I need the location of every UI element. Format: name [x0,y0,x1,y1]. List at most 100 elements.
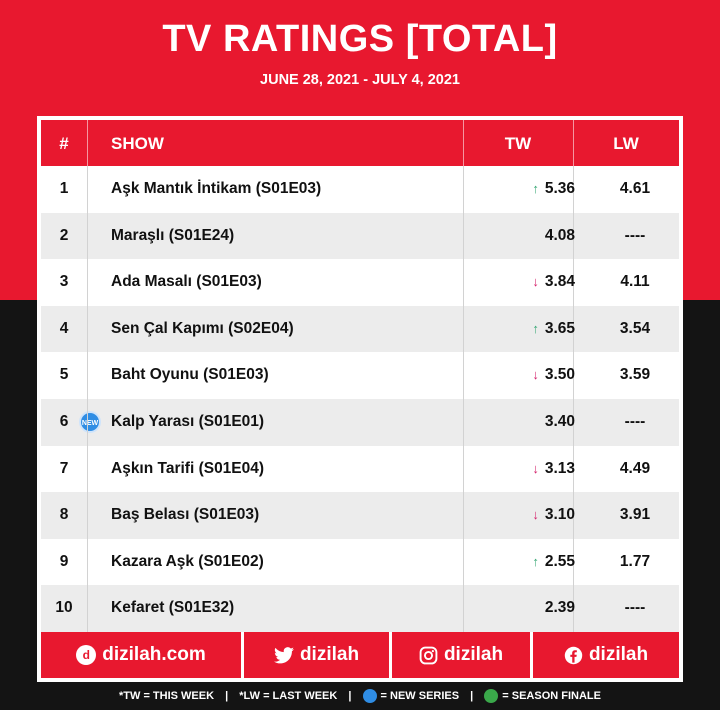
instagram-link[interactable]: dizilah [392,632,530,678]
this-week-value: 3.40 [544,413,575,430]
column-divider [573,259,574,306]
column-divider [463,538,464,586]
twitter-icon [273,646,294,663]
instagram-icon [419,646,438,664]
table-row: 6 NEW Kalp Yarası (S01E01) 3.40 ---- [41,399,679,446]
rank-cell: 9 [59,552,69,570]
column-divider [573,399,574,446]
last-week-value: ---- [624,226,646,244]
this-week-value: 5.36 [544,180,575,197]
legend-season-finale: = SEASON FINALE [502,689,601,702]
social-footer: d dizilah.com dizilah dizilah dizilah [41,632,679,678]
column-divider [463,166,464,213]
rank-cell: 7 [59,459,69,477]
show-title: Baht Oyunu (S01E03) [111,366,269,384]
legend-separator: | [348,689,352,702]
date-range: JUNE 28, 2021 - JULY 4, 2021 [260,72,460,88]
column-divider [573,538,574,586]
arrow-up-icon: ↑ [532,553,539,569]
last-week-value: 1.77 [619,552,651,570]
arrow-down-icon: ↓ [532,507,539,523]
show-title: Aşk Mantık İntikam (S01E03) [111,180,322,197]
this-week-cell: ↑ 2.55 [481,553,575,571]
this-week-cell: 3.40 [481,413,575,431]
rank-cell: 4 [59,319,69,337]
column-divider [87,212,88,260]
this-week-value: 4.08 [544,226,575,244]
column-divider [463,399,464,446]
facebook-link[interactable]: dizilah [533,632,679,678]
this-week-cell: ↓ 3.10 [481,506,575,524]
this-week-cell: ↓ 3.50 [481,366,575,384]
column-divider [87,492,88,539]
rank-cell: 1 [59,180,69,197]
header-divider [573,120,574,166]
show-title: Kefaret (S01E32) [111,599,235,617]
column-divider [87,166,88,213]
last-week-value: ---- [624,599,646,617]
last-week-value: 3.91 [619,506,651,524]
facebook-icon [564,646,583,664]
last-week-value: ---- [624,413,646,430]
table-row: 4 Sen Çal Kapımı (S02E04) ↑ 3.65 3.54 [41,305,679,353]
column-divider [87,538,88,586]
column-divider [463,212,464,260]
rank-cell: 2 [59,226,69,244]
last-week-value: 4.61 [619,180,651,197]
this-week-value: 3.10 [544,506,575,524]
show-title: Ada Masalı (S01E03) [111,273,262,291]
column-divider [87,305,88,353]
legend-separator: | [225,689,229,702]
arrow-down-icon: ↓ [532,274,539,290]
column-divider [463,585,464,632]
this-week-value: 2.39 [544,599,575,617]
instagram-handle: dizilah [443,644,504,665]
rank-cell: 10 [55,599,73,617]
last-week-value: 3.54 [619,319,651,337]
column-divider [463,352,464,399]
rank-cell: 6 [59,413,69,430]
header-rank: # [59,134,69,153]
this-week-cell: ↓ 3.84 [481,273,575,291]
ratings-board: # SHOW TW LW 1 Aşk Mantık İntikam (S01E03… [37,116,683,682]
column-divider [573,166,574,213]
this-week-cell: ↑ 3.65 [481,320,575,338]
column-divider [573,212,574,260]
this-week-value: 3.84 [544,273,575,291]
this-week-cell: ↑ 5.36 [481,180,575,198]
column-divider [573,492,574,539]
website-link[interactable]: d dizilah.com [41,632,241,678]
new-series-icon [362,689,377,703]
arrow-up-icon: ↑ [532,320,539,336]
column-divider [573,305,574,353]
this-week-cell: 4.08 [481,227,575,245]
column-divider [573,585,574,632]
table-row: 10 Kefaret (S01E32) 2.39 ---- [41,585,679,632]
rank-cell: 5 [59,366,69,384]
show-title: Maraşlı (S01E24) [111,226,235,244]
column-divider [573,445,574,493]
rank-cell: 8 [59,506,69,524]
header-tw: TW [504,134,532,153]
show-title: Aşkın Tarifi (S01E04) [111,459,265,477]
arrow-down-icon: ↓ [532,460,539,476]
twitter-link[interactable]: dizilah [244,632,389,678]
website-label: dizilah.com [102,644,206,665]
column-divider [463,305,464,353]
last-week-value: 4.49 [619,459,651,477]
new-series-badge-icon: NEW [79,411,101,433]
table-header: # SHOW TW LW [41,120,679,166]
footer-divider [389,632,392,678]
this-week-value: 2.55 [544,552,575,570]
table-row: 3 Ada Masalı (S01E03) ↓ 3.84 4.11 [41,259,679,306]
footer-divider [241,632,244,678]
table-row: 8 Baş Belası (S01E03) ↓ 3.10 3.91 [41,492,679,539]
rank-cell: 3 [59,273,69,291]
legend: *TW = THIS WEEK | *LW = LAST WEEK | = NE… [0,689,720,703]
table-row: 1 Aşk Mantık İntikam (S01E03) ↑ 5.36 4.61 [41,166,679,213]
column-divider [87,585,88,632]
facebook-handle: dizilah [588,644,649,665]
column-divider [463,259,464,306]
legend-new-series: = NEW SERIES [380,689,460,702]
this-week-value: 3.13 [544,459,575,477]
